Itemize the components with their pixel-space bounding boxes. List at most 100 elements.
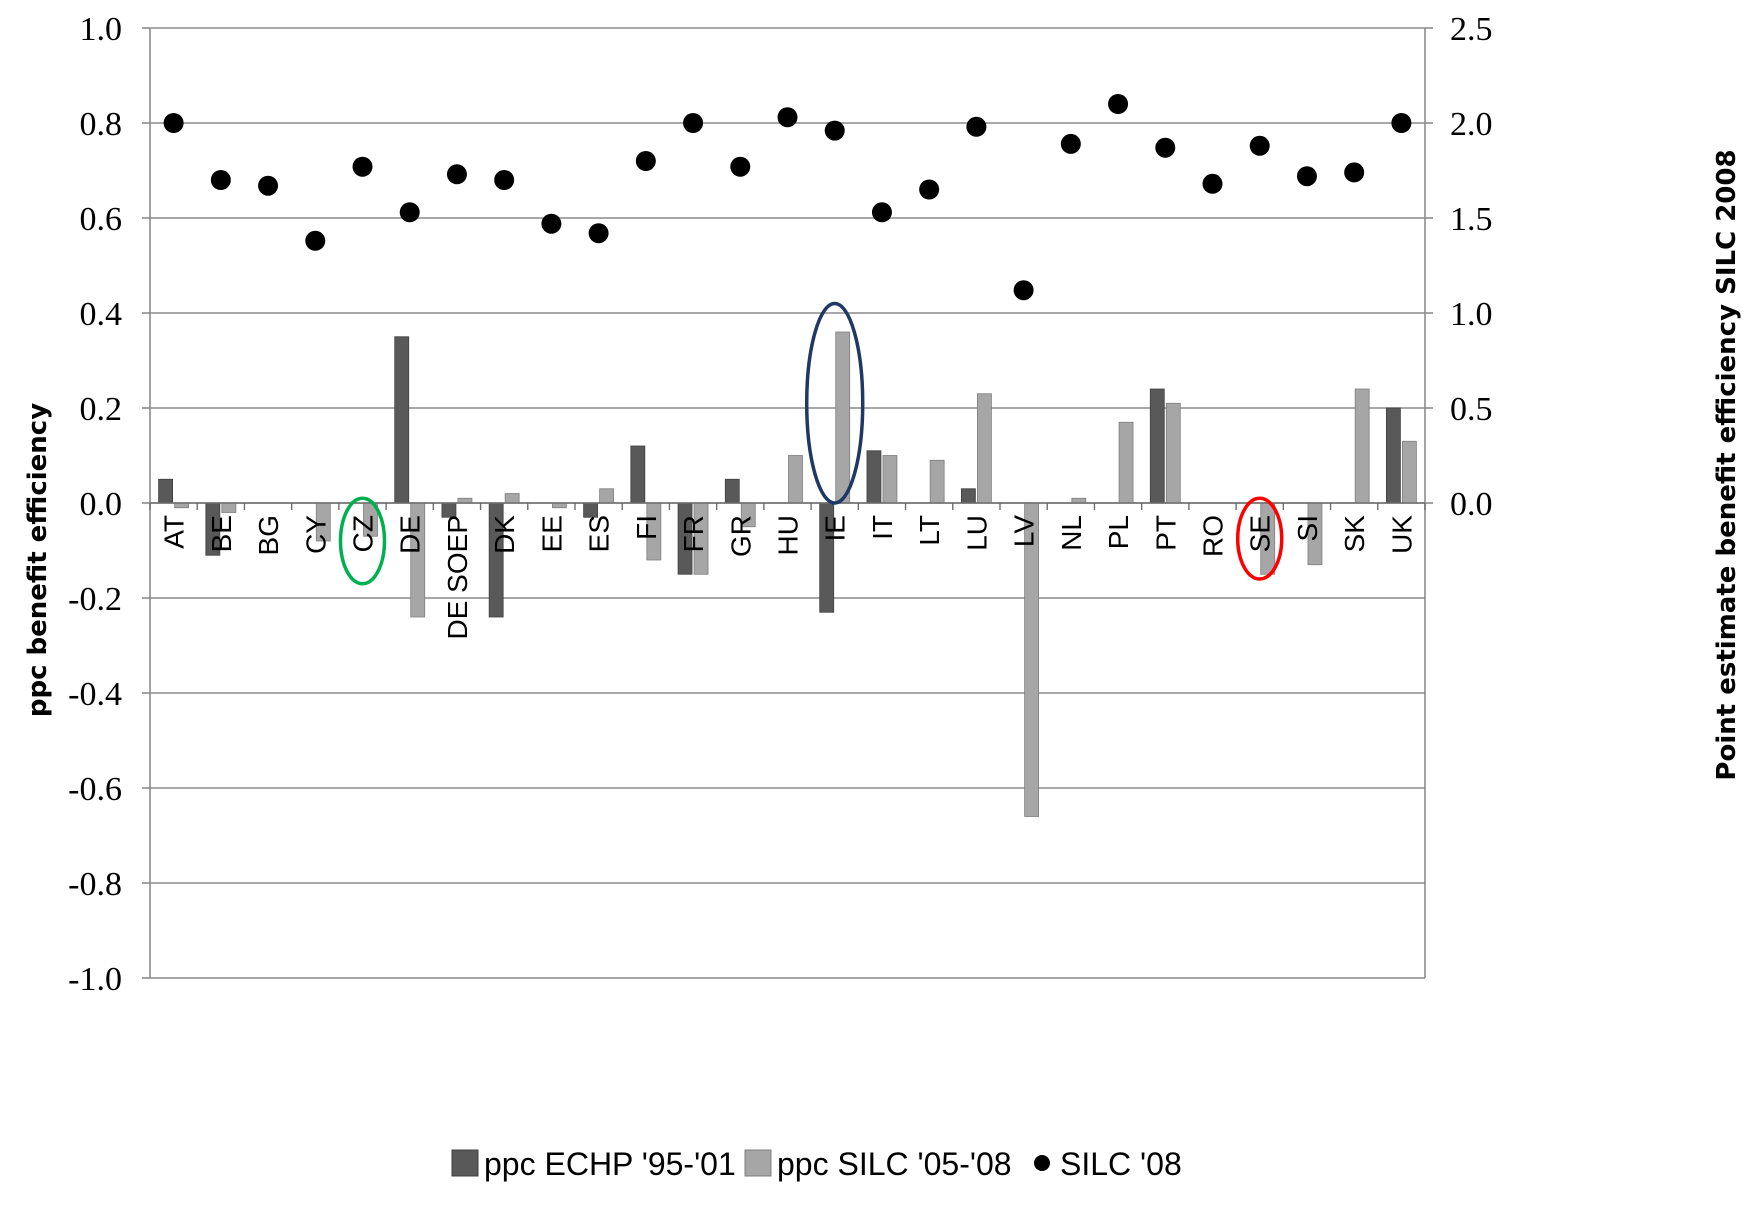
point-silc08-se <box>1249 135 1270 156</box>
right-tick-label: 1.5 <box>1450 201 1493 238</box>
point-silc08-de-soep <box>446 164 467 185</box>
bars <box>158 331 1417 817</box>
point-silc08-pt <box>1155 137 1176 158</box>
left-tick-label: -0.4 <box>68 676 122 713</box>
bar-silc-change-ie <box>835 331 851 504</box>
point-silc08-bg <box>258 175 279 196</box>
bar-echp-at <box>158 478 174 504</box>
point-silc08-ie <box>824 120 845 141</box>
axes <box>142 27 1433 979</box>
point-silc08-ro <box>1202 173 1223 194</box>
bar-silc-change-es <box>599 488 615 504</box>
bar-echp-lu <box>960 488 976 504</box>
bar-silc-change-dk <box>504 493 520 504</box>
category-label: LU <box>961 515 992 551</box>
point-silc08-pl <box>1108 94 1129 114</box>
category-label: FI <box>631 515 662 540</box>
bar-silc-change-hu <box>788 455 803 504</box>
point-silc08-cy <box>305 230 326 251</box>
legend-label-echp: ppc ECHP '95-'01 <box>484 1146 736 1182</box>
category-label: IT <box>867 515 898 540</box>
bar-echp-it <box>866 450 882 504</box>
highlight-ellipses <box>338 301 1284 586</box>
right-tick-label: 1.0 <box>1450 296 1493 333</box>
point-silc08-be <box>210 170 231 190</box>
point-silc08-lt <box>919 179 940 200</box>
left-tick-label: 0.8 <box>80 106 123 143</box>
point-silc08-ee <box>541 213 562 234</box>
category-label: UK <box>1386 515 1417 554</box>
point-silc08-fi <box>635 151 656 171</box>
highlight-se <box>1235 496 1284 581</box>
right-tick-labels: 2.5 2.0 1.5 1.0 0.5 0.0 <box>1450 11 1493 523</box>
bar-silc-change-lu <box>976 393 992 504</box>
point-silc08-sk <box>1344 162 1365 183</box>
point-silc08-gr <box>730 156 751 177</box>
left-tick-label: 0.6 <box>80 201 123 238</box>
category-label: PL <box>1103 515 1134 549</box>
point-silc08-uk <box>1391 113 1412 133</box>
point-silc08-lv <box>1013 280 1034 301</box>
bar-echp-pt <box>1149 388 1165 504</box>
category-labels: AT BE BG CY CZ DE DE SOEP DK EE ES FI FR GR HU IE IT LT L… <box>159 515 1418 640</box>
scatter-points <box>163 94 1412 301</box>
bar-silc-change-sk <box>1354 388 1370 504</box>
category-label: SK <box>1339 515 1370 553</box>
bar-echp-uk <box>1385 407 1401 504</box>
category-label: IE <box>820 515 851 541</box>
right-tick-label: 2.5 <box>1450 11 1493 48</box>
category-label: EE <box>536 515 567 552</box>
category-label: DE <box>395 515 426 554</box>
category-label: DK <box>489 515 520 554</box>
right-tick-label: 2.0 <box>1450 106 1493 143</box>
left-tick-label: 1.0 <box>80 11 123 48</box>
highlight-ie <box>804 301 865 505</box>
point-silc08-nl <box>1060 133 1081 154</box>
left-tick-label: -0.2 <box>68 581 122 618</box>
left-tick-label: 0.2 <box>80 391 123 428</box>
point-silc08-at <box>163 113 184 133</box>
point-silc08-fr <box>683 113 704 133</box>
category-label: AT <box>159 515 190 549</box>
category-label: SI <box>1292 515 1323 541</box>
legend: ppc ECHP '95-'01 ppc SILC '05-'08 SILC '… <box>451 1146 1182 1182</box>
right-tick-label: 0.0 <box>1450 486 1493 523</box>
category-label: CZ <box>348 515 379 552</box>
category-label: LT <box>914 515 945 546</box>
point-silc08-es <box>588 223 609 244</box>
bar-silc-change-pl <box>1118 421 1134 504</box>
category-label: BG <box>253 515 284 555</box>
bar-silc-change-be <box>221 502 237 513</box>
point-silc08-lu <box>966 116 987 137</box>
legend-label-silc08: SILC '08 <box>1060 1146 1182 1182</box>
category-label: ES <box>584 515 615 552</box>
bar-silc-change-lt <box>929 459 945 504</box>
left-tick-labels: 1.0 0.8 0.6 0.4 0.2 0.0 -0.2 -0.4 -0.6 -0.8 -1.0 <box>68 11 122 998</box>
category-label: SE <box>1245 515 1276 552</box>
point-silc08-cz <box>352 156 373 177</box>
bar-echp-fi <box>630 445 646 504</box>
point-silc08-dk <box>494 170 515 190</box>
bar-silc-change-pt <box>1165 402 1181 504</box>
point-silc08-hu <box>777 107 798 128</box>
bar-silc-change-lv <box>1024 502 1040 817</box>
category-label: CY <box>300 515 331 554</box>
left-tick-label: 0.0 <box>80 486 123 523</box>
left-tick-label: 0.4 <box>80 296 123 333</box>
point-silc08-it <box>871 202 892 223</box>
legend-swatch-echp <box>451 1149 479 1177</box>
category-label: PT <box>1150 515 1181 551</box>
legend-label-silc-change: ppc SILC '05-'08 <box>777 1146 1012 1182</box>
category-label: DE SOEP <box>442 515 473 639</box>
right-axis-title: Point estimate benefit efficiency SILC 2… <box>1712 149 1742 780</box>
category-label: NL <box>1056 515 1087 551</box>
point-silc08-si <box>1296 166 1317 187</box>
point-silc08-de <box>399 202 420 223</box>
highlight-cz <box>338 496 387 586</box>
bar-silc-change-uk <box>1401 440 1417 504</box>
category-label: GR <box>725 515 756 557</box>
left-tick-label: -0.6 <box>68 771 122 808</box>
category-label: FR <box>678 515 709 552</box>
category-label: HU <box>773 515 804 555</box>
legend-swatch-silc-change <box>744 1149 772 1177</box>
